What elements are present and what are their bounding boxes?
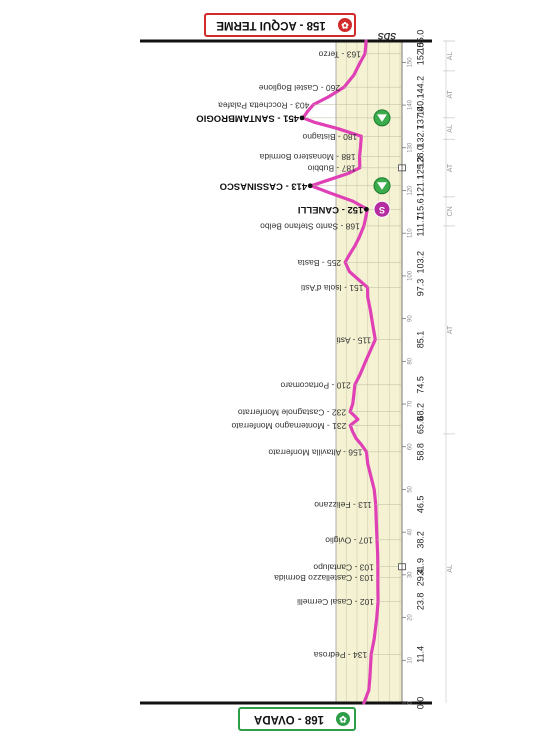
province-label: AT [447, 163, 454, 172]
km-label: 85.1 [415, 331, 425, 349]
km-tick-label: 100 [408, 270, 414, 281]
km-label: 46.5 [415, 496, 425, 514]
town-label: 451 - SANTAMBROGIO [196, 112, 299, 123]
finish-label-box: ✿ 158 - ACQUI TERME [204, 13, 356, 37]
start-label: 168 - OVADA [254, 713, 324, 725]
km-tick-label: 150 [408, 57, 414, 68]
town-dot [299, 115, 305, 121]
finish-icon-glyph: ✿ [341, 21, 349, 31]
town-dot [363, 206, 369, 212]
km-label: 140.1 [415, 93, 425, 116]
km-label: 38.2 [415, 531, 425, 549]
town-label: 115 - Asti [336, 335, 371, 345]
km-label: 31.9 [415, 558, 425, 576]
markers-layer: S [373, 109, 406, 571]
finish-line-bar-right [402, 39, 432, 43]
brand-logo: SDS [378, 31, 397, 41]
start-label-box: ✿ 168 - OVADA [238, 707, 356, 731]
town-label: 113 - Felizzano [314, 500, 372, 510]
km-label: 11.4 [415, 646, 425, 663]
km-label: 23.8 [415, 593, 425, 611]
km-label: 68.2 [415, 403, 425, 421]
km-tick-label: 0 [408, 701, 414, 705]
km-tick-label: 120 [408, 185, 414, 196]
start-line-bar [140, 701, 402, 705]
km-label: 103.2 [415, 251, 425, 274]
town-label: 403 - Rocchetta Palafea [218, 100, 309, 110]
gpm-triangle-icon [377, 182, 387, 190]
towns-layer: 0.0 134 - Pedrosa 11.4 102 - Casal Cermelli… [196, 30, 425, 710]
town-label: 210 - Portacomaro [280, 381, 351, 391]
start-icon [336, 712, 350, 726]
km-tick-label: 110 [408, 228, 414, 238]
km-label: 155.0 [415, 30, 425, 53]
profile-line [301, 39, 380, 705]
start-icon-glyph: ✿ [339, 715, 347, 725]
altitude-band [336, 41, 402, 703]
town-label: 156 - Altavilla Monferrato [268, 448, 362, 458]
profile-layer [301, 39, 380, 705]
km-label: 152.0 [415, 43, 425, 66]
province-label: AL [447, 124, 454, 133]
town-label: 134 - Pedrosa [314, 650, 368, 660]
town-label: 102 - Casal Cermelli [297, 597, 374, 607]
finish-line-bar [140, 39, 402, 43]
town-label: 151 - Isola d'Asti [301, 283, 364, 293]
province-label: AT [447, 89, 454, 98]
town-label: 187 - Bubbio [307, 164, 355, 174]
km-tick-label: 90 [408, 315, 414, 322]
km-tick-label: 30 [408, 571, 414, 578]
province-label: CN [447, 206, 454, 216]
km-label: 132.7 [415, 125, 425, 148]
province-label: AL [447, 564, 454, 573]
finish-icon [338, 18, 352, 32]
km-tick-label: 130 [408, 142, 414, 153]
km-tick-label: 10 [408, 656, 414, 663]
town-label: 188 - Monastero Bormida [259, 152, 355, 162]
km-label: 144.2 [415, 76, 425, 99]
km-label: 58.8 [415, 443, 425, 461]
finish-label: 158 - ACQUI TERME [216, 19, 326, 31]
km-label: 125.3 [415, 157, 425, 180]
km-tick-label: 50 [408, 485, 414, 492]
km-tick-label: 60 [408, 443, 414, 450]
sprint-marker [373, 200, 391, 218]
km-tick-label: 80 [408, 357, 414, 364]
km-label: 0.0 [415, 697, 425, 710]
km-label: 128.0 [415, 145, 425, 168]
km-tick-label: 40 [408, 528, 414, 535]
gpm-triangle-icon [377, 114, 387, 122]
town-label: 163 - Terzo [318, 50, 361, 60]
sprint-marker-label: S [379, 205, 385, 215]
km-tick-label: 20 [408, 614, 414, 621]
town-label: 107 - Oviglio [325, 536, 373, 546]
town-label: 232 - Castagnole Monferrato [238, 407, 346, 417]
town-label: 260 - Castel Boglione [259, 83, 341, 93]
km-tick-label: 140 [408, 99, 414, 110]
town-label: 168 - Santo Stefano Belbo [260, 222, 360, 232]
km-label: 115.6 [415, 198, 425, 220]
km-label: 65.0 [415, 417, 425, 435]
town-dot [307, 183, 313, 189]
town-label: 255 - Basta [297, 258, 341, 268]
start-line-bar-right [402, 701, 432, 705]
town-label: 103 - Cantalupo [313, 563, 374, 573]
km-label: 29.4 [415, 569, 425, 587]
province-label: AT [447, 325, 454, 334]
km-label: 121.1 [415, 175, 425, 198]
km-label: 74.5 [415, 376, 425, 394]
town-label: 103 - Castellazzo Bormida [274, 573, 374, 583]
km-label: 97.3 [415, 279, 425, 297]
town-label: 152 - CANELLI [298, 204, 363, 215]
grid-layer: 0 10 20 30 40 50 60 70 80 90 100 110 120 130 140 150 AL A… [140, 39, 455, 705]
km-label: 111.7 [415, 215, 425, 236]
province-label: AL [447, 52, 454, 61]
town-label: 180 - Bistagno [302, 132, 357, 142]
town-label: 413 - CASSINASCO [220, 180, 308, 191]
km-label: 137.0 [415, 107, 425, 130]
km-tick-label: 70 [408, 400, 414, 407]
town-label: 231 - Montemagno Monferrato [231, 421, 346, 431]
